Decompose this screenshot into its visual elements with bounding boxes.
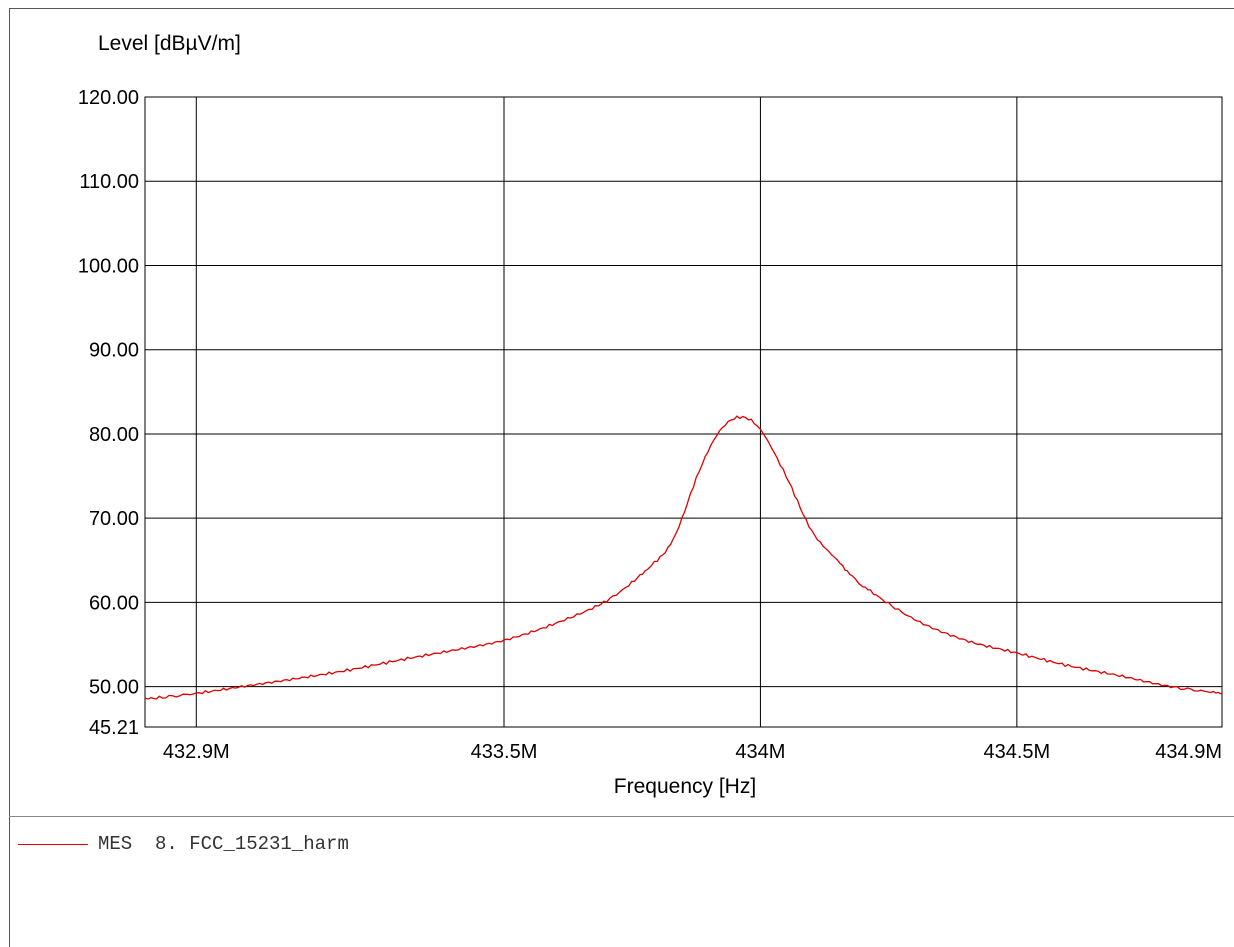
y-tick-label: 100.00 xyxy=(78,255,139,277)
chart-frame xyxy=(9,8,1234,947)
x-tick-label: 434M xyxy=(735,741,785,763)
legend: MES 8. FCC_15231_harm xyxy=(18,832,349,856)
x-tick-label: 434.5M xyxy=(983,741,1050,763)
legend-swatch xyxy=(18,843,88,845)
legend-entry: MES 8. FCC_15231_harm xyxy=(98,833,349,855)
y-axis-label: Level [dBµV/m] xyxy=(98,32,241,55)
y-tick-label: 90.00 xyxy=(89,340,139,362)
y-tick-label: 50.00 xyxy=(89,677,139,699)
legend-divider xyxy=(9,816,1234,817)
y-tick-label: 80.00 xyxy=(89,424,139,446)
y-tick-label: 120.00 xyxy=(78,87,139,109)
plot-area-border xyxy=(144,96,1223,728)
y-tick-label: 110.00 xyxy=(79,171,139,193)
x-tick-label: 434.9M xyxy=(1155,741,1222,763)
y-tick-label: 45.21 xyxy=(89,717,139,739)
x-axis-label: Frequency [Hz] xyxy=(613,775,757,798)
y-tick-label: 60.00 xyxy=(89,592,139,614)
chart-plot: 45.21 50.00 60.00 70.00 80.00 90.00 100.00 110.… xyxy=(78,87,1223,763)
x-tick-label: 433.5M xyxy=(471,741,538,763)
y-tick-label: 70.00 xyxy=(89,508,139,530)
x-tick-label: 432.9M xyxy=(163,741,230,763)
series-line xyxy=(144,415,1223,700)
